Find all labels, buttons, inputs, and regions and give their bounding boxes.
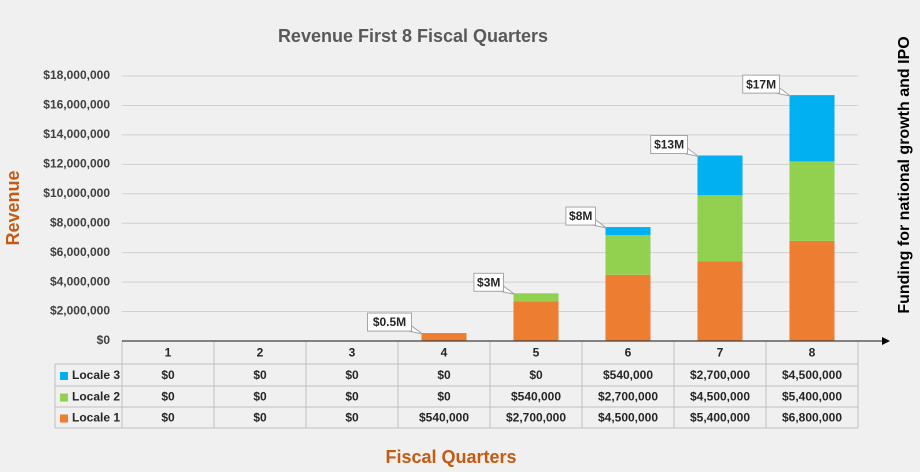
table-value: $0 [437, 368, 451, 382]
axis-arrow [882, 337, 890, 345]
table-value: $540,000 [419, 411, 469, 425]
table-value: $2,700,000 [690, 368, 750, 382]
x-tick-label: 5 [533, 346, 540, 360]
table-value: $0 [161, 411, 175, 425]
total-label: $13M [654, 138, 684, 152]
bar-segment [697, 195, 743, 262]
bar-segment [697, 261, 743, 341]
bar-segment [421, 333, 467, 341]
legend-label: Locale 3 [72, 368, 120, 382]
x-tick-label: 3 [349, 346, 356, 360]
bar-segment [605, 274, 651, 341]
y-tick-label: $14,000,000 [43, 127, 110, 141]
bar-segment [513, 293, 559, 302]
legend-label: Locale 1 [72, 411, 120, 425]
total-label: $0.5M [373, 315, 406, 329]
callout-box [367, 312, 412, 332]
bar-segment [605, 235, 651, 275]
bar-segment [789, 240, 835, 341]
table-value: $0 [345, 411, 359, 425]
y-tick-label: $2,000,000 [50, 304, 110, 318]
bar-segment [513, 301, 559, 341]
y-tick-label: $10,000,000 [43, 186, 110, 200]
x-tick-label: 4 [441, 346, 448, 360]
callout-box [650, 135, 689, 154]
table-value: $2,700,000 [598, 390, 658, 404]
table-value: $540,000 [511, 390, 561, 404]
table-value: $2,700,000 [506, 411, 566, 425]
table-value: $0 [253, 390, 267, 404]
bar-segment [697, 155, 743, 196]
y-tick-label: $12,000,000 [43, 157, 110, 171]
table-value: $4,500,000 [782, 368, 842, 382]
callout-box [565, 206, 597, 226]
x-tick-label: 2 [257, 346, 264, 360]
legend-swatch [60, 393, 68, 402]
bar-segment [605, 227, 651, 235]
legend-swatch [60, 414, 68, 423]
bar-segment [789, 95, 835, 162]
table-value: $540,000 [603, 368, 653, 382]
right-annotation: Funding for national growth and IPO [896, 36, 913, 313]
y-tick-label: $18,000,000 [43, 68, 110, 82]
x-tick-label: 1 [165, 346, 172, 360]
table-value: $0 [345, 390, 359, 404]
legend-label: Locale 2 [72, 390, 120, 404]
y-tick-label: $16,000,000 [43, 98, 110, 112]
x-tick-label: 7 [717, 346, 724, 360]
y-axis-title: Revenue [3, 170, 23, 245]
table-value: $0 [253, 368, 267, 382]
table-value: $4,500,000 [598, 411, 658, 425]
callout-box [473, 272, 504, 292]
total-label: $17M [746, 77, 776, 91]
x-tick-label: 6 [625, 346, 632, 360]
x-axis-title: Fiscal Quarters [385, 447, 516, 467]
bar-segment [789, 161, 835, 241]
y-tick-label: $8,000,000 [50, 215, 110, 229]
table-value: $0 [345, 368, 359, 382]
chart-title: Revenue First 8 Fiscal Quarters [278, 26, 548, 46]
table-value: $4,500,000 [690, 390, 750, 404]
total-label: $3M [477, 275, 500, 289]
y-tick-label: $6,000,000 [50, 245, 110, 259]
table-value: $0 [161, 368, 175, 382]
table-value: $0 [253, 411, 267, 425]
callout-box [742, 74, 781, 94]
x-tick-label: 8 [809, 346, 816, 360]
table-value: $6,800,000 [782, 411, 842, 425]
total-label: $8M [569, 209, 592, 223]
table-value: $0 [161, 390, 175, 404]
table-value: $5,400,000 [782, 390, 842, 404]
table-value: $0 [437, 390, 451, 404]
table-value: $0 [529, 368, 543, 382]
legend-swatch [60, 372, 68, 380]
y-tick-label: $4,000,000 [50, 274, 110, 288]
y-tick-label: $0 [97, 333, 111, 347]
table-value: $5,400,000 [690, 411, 750, 425]
